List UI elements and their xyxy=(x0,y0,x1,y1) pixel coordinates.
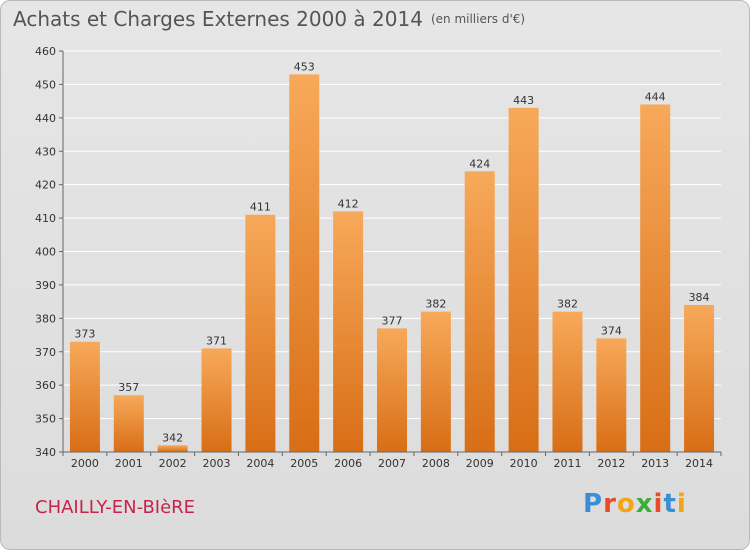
data-label: 424 xyxy=(469,157,490,170)
bar-2008 xyxy=(420,311,451,452)
x-tick-label: 2012 xyxy=(597,457,625,470)
bar-2010 xyxy=(508,107,539,452)
bar-2002 xyxy=(157,445,188,452)
x-tick-label: 2011 xyxy=(553,457,581,470)
data-label: 382 xyxy=(425,298,446,311)
y-tick-label: 430 xyxy=(35,145,56,158)
data-labels: 373 357 342 371 411 453 412 377 382 424 443 382 374 4… xyxy=(74,60,709,444)
y-tick-label: 390 xyxy=(35,279,56,292)
y-tick-label: 450 xyxy=(35,78,56,91)
data-label: 443 xyxy=(513,94,534,107)
data-label: 377 xyxy=(382,314,403,327)
x-tick-label: 2000 xyxy=(71,457,99,470)
y-tick-label: 350 xyxy=(35,413,56,426)
x-tick-label: 2003 xyxy=(203,457,231,470)
data-label: 412 xyxy=(338,197,359,210)
data-label: 342 xyxy=(162,431,183,444)
bar-2001 xyxy=(113,395,144,452)
bar-2007 xyxy=(377,328,407,452)
bar-2014 xyxy=(684,304,715,452)
chart-unit: (en milliers d'€) xyxy=(430,12,526,26)
bar-2003 xyxy=(201,348,232,452)
y-tick-label: 360 xyxy=(35,379,56,392)
x-tick-label: 2013 xyxy=(641,457,669,470)
y-tick-label: 410 xyxy=(35,212,56,225)
x-tick-label: 2001 xyxy=(115,457,143,470)
bar-2000 xyxy=(69,341,100,452)
data-label: 373 xyxy=(74,328,95,341)
y-tick-label: 340 xyxy=(35,446,56,459)
chart-title: Achats et Charges Externes 2000 à 2014 (e… xyxy=(13,7,525,31)
bars xyxy=(69,74,715,453)
bar-2004 xyxy=(245,214,276,452)
bar-2011 xyxy=(552,311,583,452)
y-tick-label: 400 xyxy=(35,246,56,259)
bar-2006 xyxy=(333,211,364,452)
x-tick-label: 2008 xyxy=(422,457,450,470)
x-axis: 2000 2001 2002 2003 2004 2005 2006 2007 2008 2009… xyxy=(62,451,722,470)
y-tick-label: 420 xyxy=(35,179,56,192)
y-axis: 340 350 360 370 380 390 400 410 420 430 440 450 460 xyxy=(35,45,64,459)
x-tick-label: 2014 xyxy=(685,457,713,470)
data-label: 411 xyxy=(250,201,271,214)
y-tick-label: 370 xyxy=(35,346,56,359)
data-label: 453 xyxy=(294,60,315,73)
bar-2012 xyxy=(596,338,627,452)
x-tick-label: 2006 xyxy=(334,457,362,470)
data-label: 371 xyxy=(206,334,227,347)
x-tick-label: 2009 xyxy=(466,457,494,470)
x-tick-label: 2004 xyxy=(246,457,274,470)
bar-2005 xyxy=(289,74,320,453)
proxiti-logo[interactable]: Proxiti xyxy=(583,489,687,519)
data-label: 357 xyxy=(118,381,139,394)
x-tick-label: 2007 xyxy=(378,457,406,470)
x-tick-label: 2005 xyxy=(290,457,318,470)
city-name: CHAILLY-EN-BIèRE xyxy=(35,497,196,518)
data-label: 374 xyxy=(601,324,622,337)
x-tick-label: 2010 xyxy=(510,457,538,470)
y-tick-label: 380 xyxy=(35,312,56,325)
bar-2013 xyxy=(640,104,671,452)
y-tick-label: 440 xyxy=(35,112,56,125)
y-tick-label: 460 xyxy=(35,45,56,58)
x-tick-label: 2002 xyxy=(159,457,187,470)
chart-title-text: Achats et Charges Externes 2000 à 2014 xyxy=(13,7,423,31)
bar-2009 xyxy=(464,171,495,453)
data-label: 444 xyxy=(645,90,666,103)
data-label: 384 xyxy=(689,291,710,304)
data-label: 382 xyxy=(557,298,578,311)
